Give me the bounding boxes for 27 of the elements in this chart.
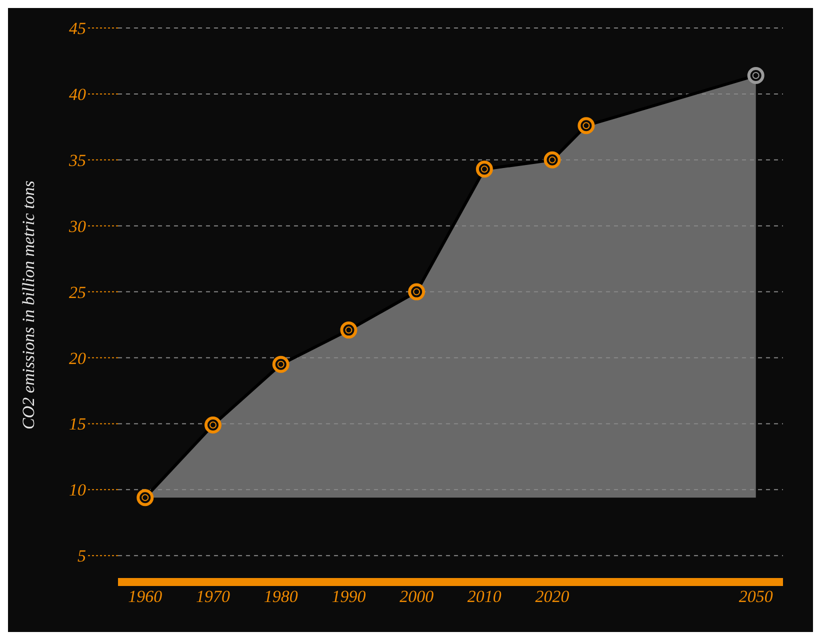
y-tick-label: 45 xyxy=(69,19,86,38)
y-tick-label: 10 xyxy=(69,480,86,500)
point xyxy=(136,489,154,506)
point xyxy=(544,151,561,168)
y-axis-title: CO2 emissions in billion metric tons xyxy=(19,180,38,430)
x-tick-label: 1980 xyxy=(264,587,298,606)
y-tick-label: 15 xyxy=(69,414,86,434)
y-tick-label: 20 xyxy=(69,348,86,368)
x-tick-label: 1960 xyxy=(128,587,163,606)
point xyxy=(476,160,493,178)
y-tick-label: 5 xyxy=(78,546,86,566)
y-tick-label: 25 xyxy=(69,282,86,302)
y-tick-label: 35 xyxy=(68,150,86,170)
point xyxy=(408,283,426,300)
x-tick-label: 2000 xyxy=(400,587,434,606)
y-tick-label: 30 xyxy=(68,216,86,236)
point xyxy=(340,322,358,339)
point xyxy=(578,117,595,134)
point xyxy=(272,356,290,373)
x-tick-label: 2020 xyxy=(535,587,570,606)
x-tick-label: 2010 xyxy=(467,587,502,606)
point xyxy=(204,416,222,434)
x-tick-label: 1970 xyxy=(196,587,230,606)
y-tick-label: 40 xyxy=(69,84,86,104)
x-tick-label: 1990 xyxy=(332,587,366,606)
x-tick-label: 2050 xyxy=(738,587,774,606)
point xyxy=(747,66,764,84)
